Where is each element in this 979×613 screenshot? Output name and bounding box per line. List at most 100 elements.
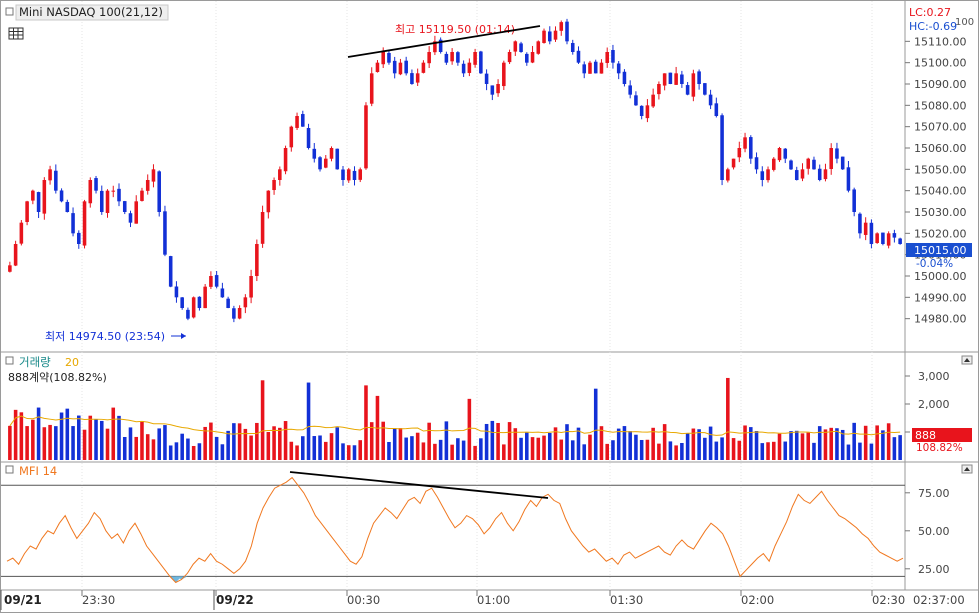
- volume-bar: [329, 433, 334, 460]
- candle-body: [197, 296, 202, 308]
- candle-body: [191, 297, 196, 318]
- candle-body: [875, 233, 879, 244]
- volume-bar: [450, 444, 454, 460]
- volume-bar: [77, 415, 81, 460]
- candle-body: [530, 52, 535, 63]
- candle-body: [691, 73, 696, 97]
- candle-body: [898, 238, 902, 244]
- volume-bar: [387, 441, 391, 460]
- volume-bar: [599, 426, 604, 460]
- chart-title: Mini NASDAQ 100(21,12): [19, 5, 163, 19]
- candle-body: [134, 201, 139, 224]
- candle-body: [8, 265, 12, 272]
- candle-body: [433, 41, 437, 53]
- candle-body: [335, 148, 340, 170]
- volume-collapse-icon[interactable]: [5, 356, 14, 365]
- volume-bar: [840, 429, 845, 460]
- volume-bar: [461, 440, 466, 460]
- candle-body: [36, 192, 41, 212]
- volume-bar: [645, 439, 650, 460]
- candle-body: [341, 169, 345, 180]
- volume-bar: [352, 445, 357, 460]
- current-price-badge: [906, 243, 972, 257]
- volume-bar: [611, 440, 615, 460]
- volume-bar: [651, 427, 655, 460]
- volume-bar: [502, 444, 506, 460]
- volume-bar: [163, 425, 167, 460]
- title-box: [15, 4, 169, 21]
- volume-bar: [616, 428, 621, 460]
- candle-body: [542, 30, 546, 43]
- candle-body: [582, 64, 587, 74]
- collapse-icon[interactable]: [5, 7, 14, 16]
- volume-bar: [720, 437, 724, 460]
- volume-bar: [381, 421, 385, 460]
- mfi-tick-label: 25.00: [918, 563, 950, 576]
- volume-bar: [542, 435, 546, 460]
- mfi-collapse-icon[interactable]: [5, 465, 14, 474]
- candle-body: [570, 43, 575, 52]
- candle-body: [19, 222, 24, 244]
- candle-body: [450, 52, 454, 62]
- candle-body: [387, 52, 391, 63]
- volume-bar: [289, 441, 294, 460]
- candle-body: [13, 244, 18, 266]
- volume-bar: [186, 438, 190, 460]
- volume-bar: [278, 427, 282, 460]
- candle-body: [789, 160, 793, 170]
- mfi-title: MFI 14: [19, 464, 57, 478]
- volume-bar: [467, 398, 472, 460]
- candle-body: [260, 212, 265, 244]
- volume-ma-line: [9, 415, 901, 436]
- candle-body: [352, 170, 357, 180]
- volume-bar: [513, 428, 518, 460]
- candle-body: [77, 232, 81, 244]
- volume-bar: [94, 419, 98, 460]
- price-tick-label: 15030.00: [914, 206, 967, 219]
- candle-body: [174, 286, 179, 298]
- volume-bar: [191, 445, 196, 460]
- candle-body: [111, 190, 116, 192]
- x-label-0200: 02:00: [741, 593, 774, 607]
- candle-body: [404, 60, 408, 74]
- candles-layer: [8, 18, 902, 323]
- volume-bar: [140, 421, 144, 460]
- candle-body: [783, 148, 788, 159]
- candle-body: [708, 94, 713, 106]
- high-annotation: 최고 15119.50 (01:14): [395, 23, 515, 36]
- candle-body: [226, 298, 230, 308]
- candle-body: [685, 85, 690, 95]
- candle-body: [306, 128, 311, 148]
- candle-body: [312, 148, 317, 159]
- volume-bar: [559, 439, 564, 460]
- candle-body: [128, 213, 133, 223]
- volume-bar: [232, 423, 236, 460]
- volume-badge-pct: 108.82%: [916, 442, 963, 454]
- candle-body: [140, 190, 144, 201]
- volume-bar: [398, 428, 403, 460]
- mfi-tick-label: 50.00: [918, 525, 950, 538]
- volume-bar: [565, 424, 569, 460]
- table-icon[interactable]: [8, 27, 24, 40]
- volume-bar: [427, 422, 431, 460]
- candle-body: [599, 62, 604, 74]
- current-change: -0.04%: [916, 258, 953, 270]
- volume-bar: [318, 435, 322, 460]
- candle-body: [42, 180, 47, 214]
- candle-body: [346, 169, 351, 181]
- x-label-0030: 00:30: [347, 593, 380, 607]
- volume-bar: [82, 429, 87, 460]
- candle-body: [232, 308, 236, 319]
- hc-extra: 100: [955, 17, 974, 28]
- volume-bar: [622, 426, 627, 460]
- candle-body: [852, 189, 856, 212]
- volume-bar: [519, 437, 523, 460]
- volume-bar: [754, 431, 759, 460]
- candle-body: [593, 61, 598, 74]
- price-tick-label: 15020.00: [914, 227, 967, 240]
- price-tick-label: 15000.00: [914, 270, 967, 283]
- volume-bar: [657, 443, 661, 460]
- volume-bar: [433, 443, 437, 460]
- x-label-0130: 01:30: [610, 593, 643, 607]
